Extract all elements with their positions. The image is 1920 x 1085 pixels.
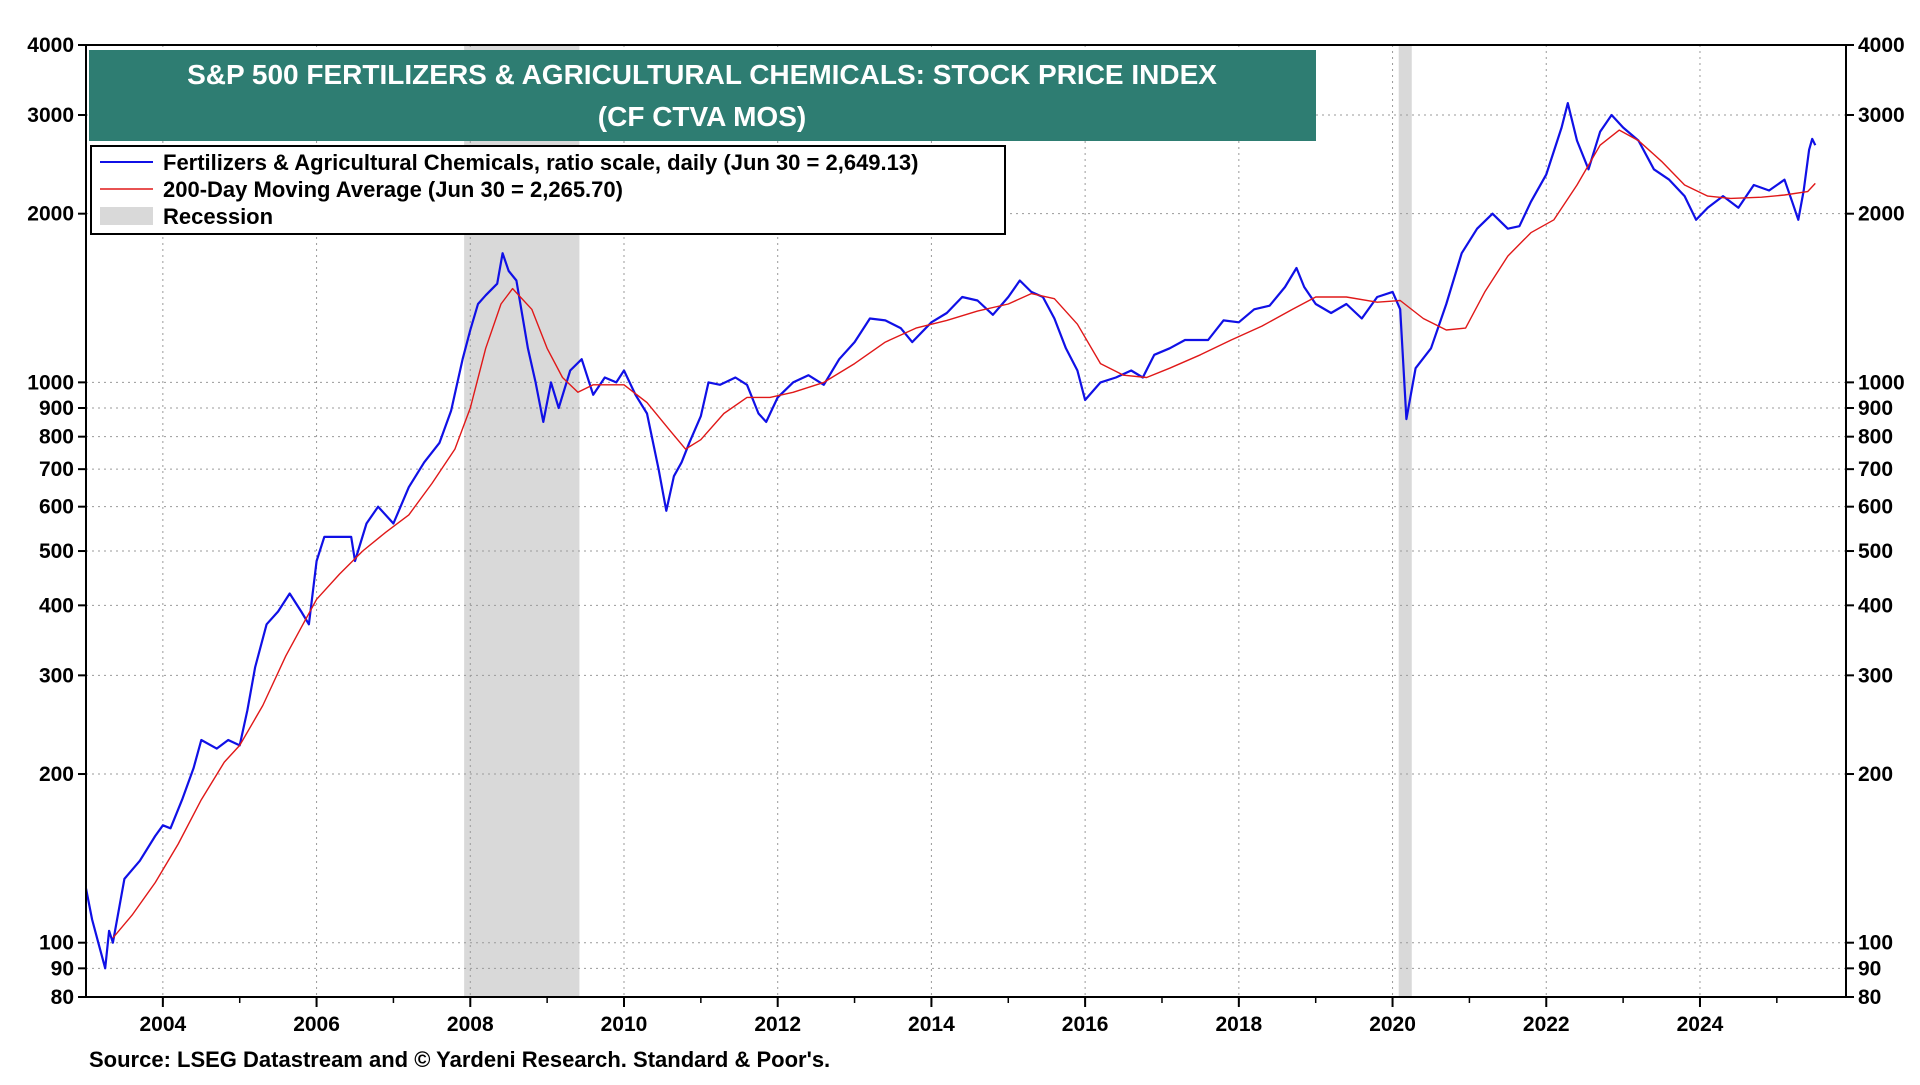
legend-box — [90, 145, 1006, 235]
grid-layer — [86, 45, 1846, 997]
y-tick-label-right-400: 400 — [1858, 594, 1893, 617]
x-tick-label-2010: 2010 — [601, 1013, 648, 1036]
y-tick-label-right-200: 200 — [1858, 763, 1893, 786]
y-tick-label-right-80: 80 — [1858, 986, 1881, 1009]
moving-average-line — [112, 129, 1816, 939]
y-tick-label-left-100: 100 — [39, 932, 74, 955]
x-tick-label-2008: 2008 — [447, 1013, 494, 1036]
chart-title-line-1: S&P 500 FERTILIZERS & AGRICULTURAL CHEMI… — [187, 59, 1217, 90]
y-tick-label-left-1000: 1000 — [27, 371, 74, 394]
y-tick-label-left-700: 700 — [39, 458, 74, 481]
y-tick-label-left-800: 800 — [39, 426, 74, 449]
series-layer — [84, 102, 1817, 970]
y-tick-label-left-900: 900 — [39, 397, 74, 420]
y-tick-label-right-900: 900 — [1858, 397, 1893, 420]
y-tick-label-left-90: 90 — [51, 957, 74, 980]
y-tick-label-left-600: 600 — [39, 496, 74, 519]
legend-ma-label: 200-Day Moving Average (Jun 30 = 2,265.7… — [163, 177, 623, 202]
x-tick-label-2006: 2006 — [293, 1013, 340, 1036]
y-tick-label-right-100: 100 — [1858, 932, 1893, 955]
legend: Fertilizers & Agricultural Chemicals, ra… — [90, 145, 1006, 235]
y-tick-label-left-3000: 3000 — [27, 104, 74, 127]
y-tick-label-right-90: 90 — [1858, 957, 1881, 980]
x-tick-label-2018: 2018 — [1215, 1013, 1262, 1036]
y-tick-label-left-300: 300 — [39, 664, 74, 687]
chart-title-background — [89, 50, 1316, 141]
y-tick-label-right-500: 500 — [1858, 540, 1893, 563]
legend-price-label: Fertilizers & Agricultural Chemicals, ra… — [163, 150, 918, 175]
x-tick-label-2012: 2012 — [754, 1013, 801, 1036]
ticks-layer — [78, 44, 1854, 1007]
chart-title-line-2: (CF CTVA MOS) — [598, 101, 806, 132]
y-tick-label-right-300: 300 — [1858, 664, 1893, 687]
y-tick-label-left-2000: 2000 — [27, 203, 74, 226]
legend-recession-label: Recession — [163, 204, 273, 229]
recession-band-1 — [1398, 45, 1412, 997]
y-tick-label-right-600: 600 — [1858, 496, 1893, 519]
y-tick-label-right-4000: 4000 — [1858, 34, 1905, 57]
y-tick-label-right-800: 800 — [1858, 426, 1893, 449]
y-tick-label-left-200: 200 — [39, 763, 74, 786]
y-tick-label-left-400: 400 — [39, 594, 74, 617]
x-tick-label-2020: 2020 — [1369, 1013, 1416, 1036]
y-tick-label-left-4000: 4000 — [27, 34, 74, 57]
x-tick-label-2022: 2022 — [1523, 1013, 1570, 1036]
y-tick-label-left-80: 80 — [51, 986, 74, 1009]
x-tick-label-2014: 2014 — [908, 1013, 955, 1036]
y-tick-label-right-3000: 3000 — [1858, 104, 1905, 127]
y-tick-label-left-500: 500 — [39, 540, 74, 563]
x-tick-label-2016: 2016 — [1062, 1013, 1109, 1036]
source-note: Source: LSEG Datastream and © Yardeni Re… — [89, 1047, 830, 1072]
chart-title-box: S&P 500 FERTILIZERS & AGRICULTURAL CHEMI… — [89, 50, 1316, 141]
plot-frame — [85, 44, 1847, 998]
x-tick-label-2004: 2004 — [139, 1013, 186, 1036]
price-series-line — [84, 102, 1817, 970]
y-tick-label-right-1000: 1000 — [1858, 371, 1905, 394]
legend-recession-swatch — [100, 207, 153, 225]
y-tick-label-right-700: 700 — [1858, 458, 1893, 481]
x-tick-label-2024: 2024 — [1677, 1013, 1724, 1036]
y-tick-label-right-2000: 2000 — [1858, 203, 1905, 226]
